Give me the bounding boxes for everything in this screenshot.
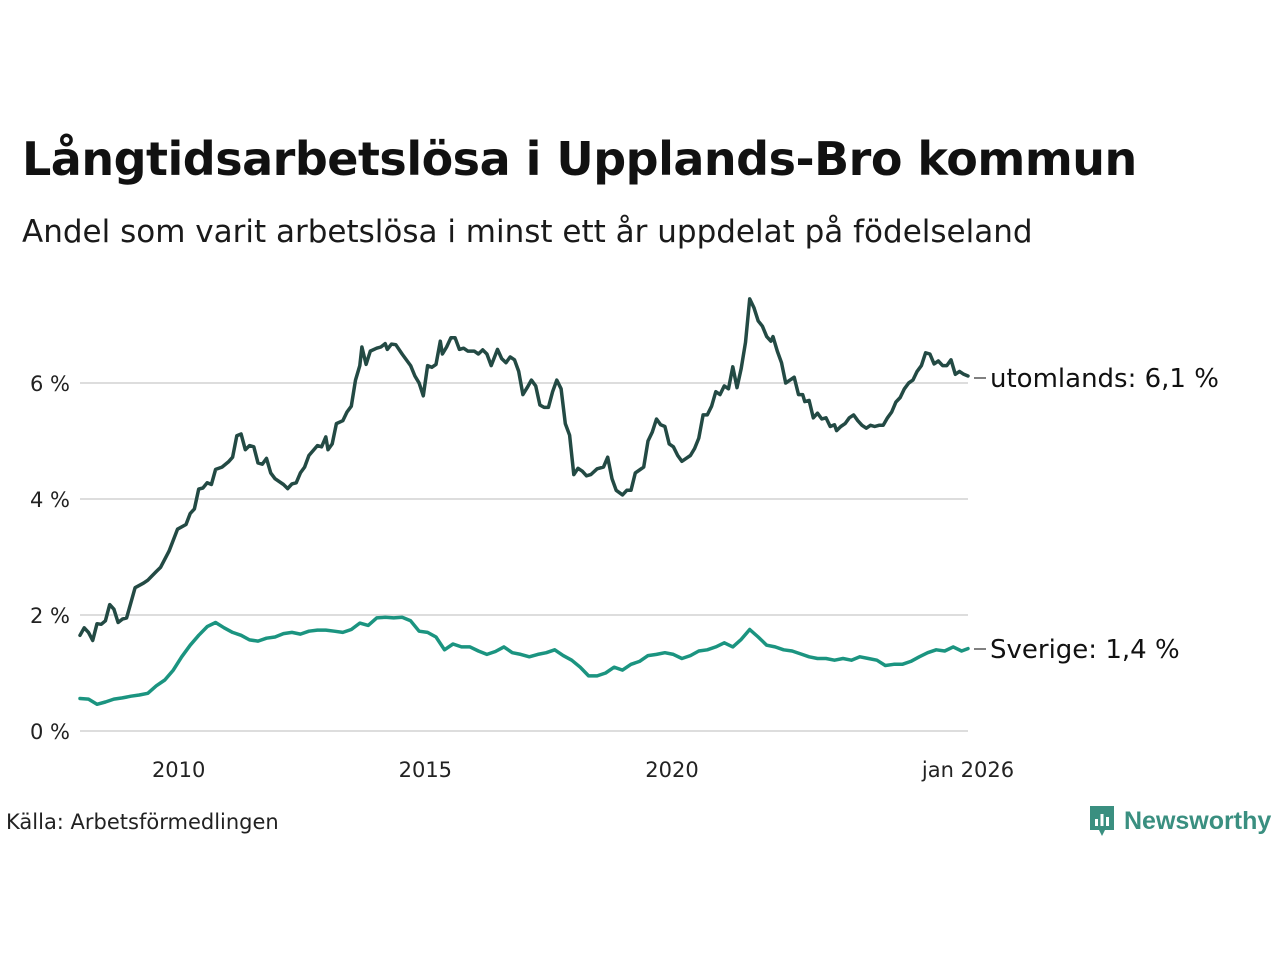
x-tick-label: 2020 — [645, 758, 698, 782]
newsworthy-icon — [1090, 806, 1114, 836]
newsworthy-logo: Newsworthy — [1088, 804, 1271, 838]
series-line-utomlands — [78, 297, 970, 643]
y-tick-label: 4 % — [30, 488, 70, 512]
brand-name: Newsworthy — [1124, 806, 1272, 835]
y-tick-label: 0 % — [30, 720, 70, 744]
source-note: Källa: Arbetsförmedlingen — [6, 810, 279, 834]
series-line-sverige — [78, 615, 970, 707]
x-tick-label: jan 2026 — [921, 758, 1014, 782]
chart-subtitle: Andel som varit arbetslösa i minst ett å… — [22, 214, 1033, 250]
series-label-utomlands: utomlands: 6,1 % — [990, 364, 1219, 394]
x-tick-label: 2010 — [152, 758, 205, 782]
series-label-sverige: Sverige: 1,4 % — [990, 635, 1180, 665]
x-tick-label: 2015 — [399, 758, 452, 782]
y-tick-label: 6 % — [30, 372, 70, 396]
chart-title: Långtidsarbetslösa i Upplands-Bro kommun — [22, 132, 1137, 186]
y-tick-label: 2 % — [30, 604, 70, 628]
